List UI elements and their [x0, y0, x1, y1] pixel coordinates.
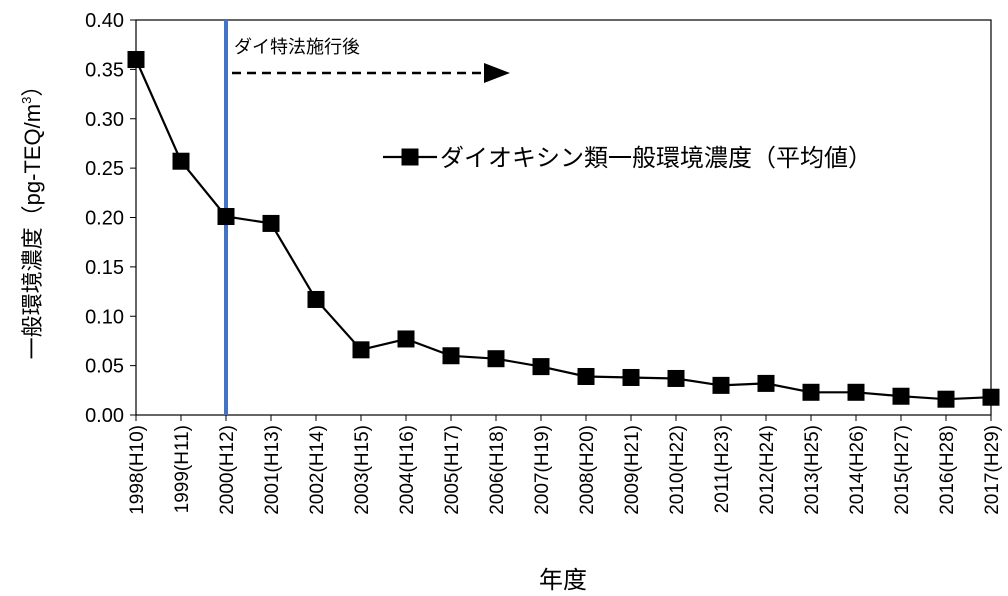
x-tick-label: 2011(H23)	[712, 425, 733, 513]
y-tick-label: 0.35	[85, 59, 124, 81]
x-tick-label: 1998(H10)	[127, 425, 148, 515]
x-tick-label: 2005(H17)	[442, 425, 463, 515]
data-point	[622, 368, 640, 386]
annotation-arrowhead	[484, 63, 510, 83]
data-point	[487, 350, 505, 368]
data-point	[757, 374, 775, 392]
data-point	[577, 367, 595, 385]
x-tick-label: 2002(H14)	[307, 425, 328, 515]
x-axis-label: 年度	[539, 567, 587, 594]
data-point	[667, 369, 685, 387]
x-tick-label: 2017(H29)	[982, 425, 1003, 515]
data-point	[442, 347, 460, 365]
data-point	[532, 358, 550, 376]
x-tick-label: 2015(H27)	[892, 425, 913, 515]
x-tick-label: 2009(H21)	[622, 425, 643, 515]
data-point	[397, 330, 415, 348]
data-point	[352, 341, 370, 359]
data-point	[217, 208, 235, 226]
data-point	[262, 214, 280, 232]
data-point	[307, 290, 325, 308]
y-tick-label: 0.40	[85, 10, 124, 32]
x-axis: 1998(H10) 1999(H11) 2000(H12) 2001(H13) 2002…	[127, 415, 1003, 515]
data-point	[127, 51, 145, 68]
x-tick-label: 2012(H24)	[757, 425, 778, 515]
x-tick-label: 2000(H12)	[217, 425, 238, 515]
y-tick-label: 0.15	[85, 257, 124, 279]
data-point	[937, 390, 955, 408]
x-tick-label: 2010(H22)	[667, 425, 688, 515]
data-point	[892, 387, 910, 405]
y-tick-label: 0.10	[85, 306, 124, 328]
legend: ダイオキシン類一般環境濃度（平均値）	[383, 145, 872, 172]
y-axis-label: 一般環境濃度（pg-TEQ/m3）	[19, 75, 45, 360]
x-tick-label: 2016(H28)	[937, 425, 958, 515]
x-tick-label: 2004(H16)	[397, 425, 418, 515]
x-tick-label: 2001(H13)	[262, 425, 283, 515]
y-tick-label: 0.25	[85, 158, 124, 180]
y-tick-label: 0.00	[85, 405, 124, 427]
data-point	[172, 152, 190, 170]
y-tick-label: 0.05	[85, 356, 124, 378]
y-tick-label: 0.20	[85, 208, 124, 230]
legend-marker	[401, 148, 419, 166]
x-tick-label: 2008(H20)	[577, 425, 598, 515]
x-tick-label: 1999(H11)	[172, 425, 193, 513]
data-point	[712, 376, 730, 394]
legend-label: ダイオキシン類一般環境濃度（平均値）	[440, 145, 872, 172]
y-axis: 0.00 0.05 0.10 0.15 0.20 0.25 0.30 0.35 0.40	[85, 10, 136, 427]
data-point	[847, 383, 865, 401]
x-tick-label: 2006(H18)	[487, 425, 508, 515]
data-point	[982, 388, 1000, 406]
annotation-label: ダイ特法施行後	[234, 37, 360, 57]
x-tick-label: 2013(H25)	[802, 425, 823, 515]
series	[127, 51, 1000, 408]
x-tick-label: 2003(H15)	[352, 425, 373, 515]
x-tick-label: 2007(H19)	[532, 425, 553, 515]
y-tick-label: 0.30	[85, 109, 124, 131]
x-tick-label: 2014(H26)	[847, 425, 868, 515]
data-point	[802, 383, 820, 401]
